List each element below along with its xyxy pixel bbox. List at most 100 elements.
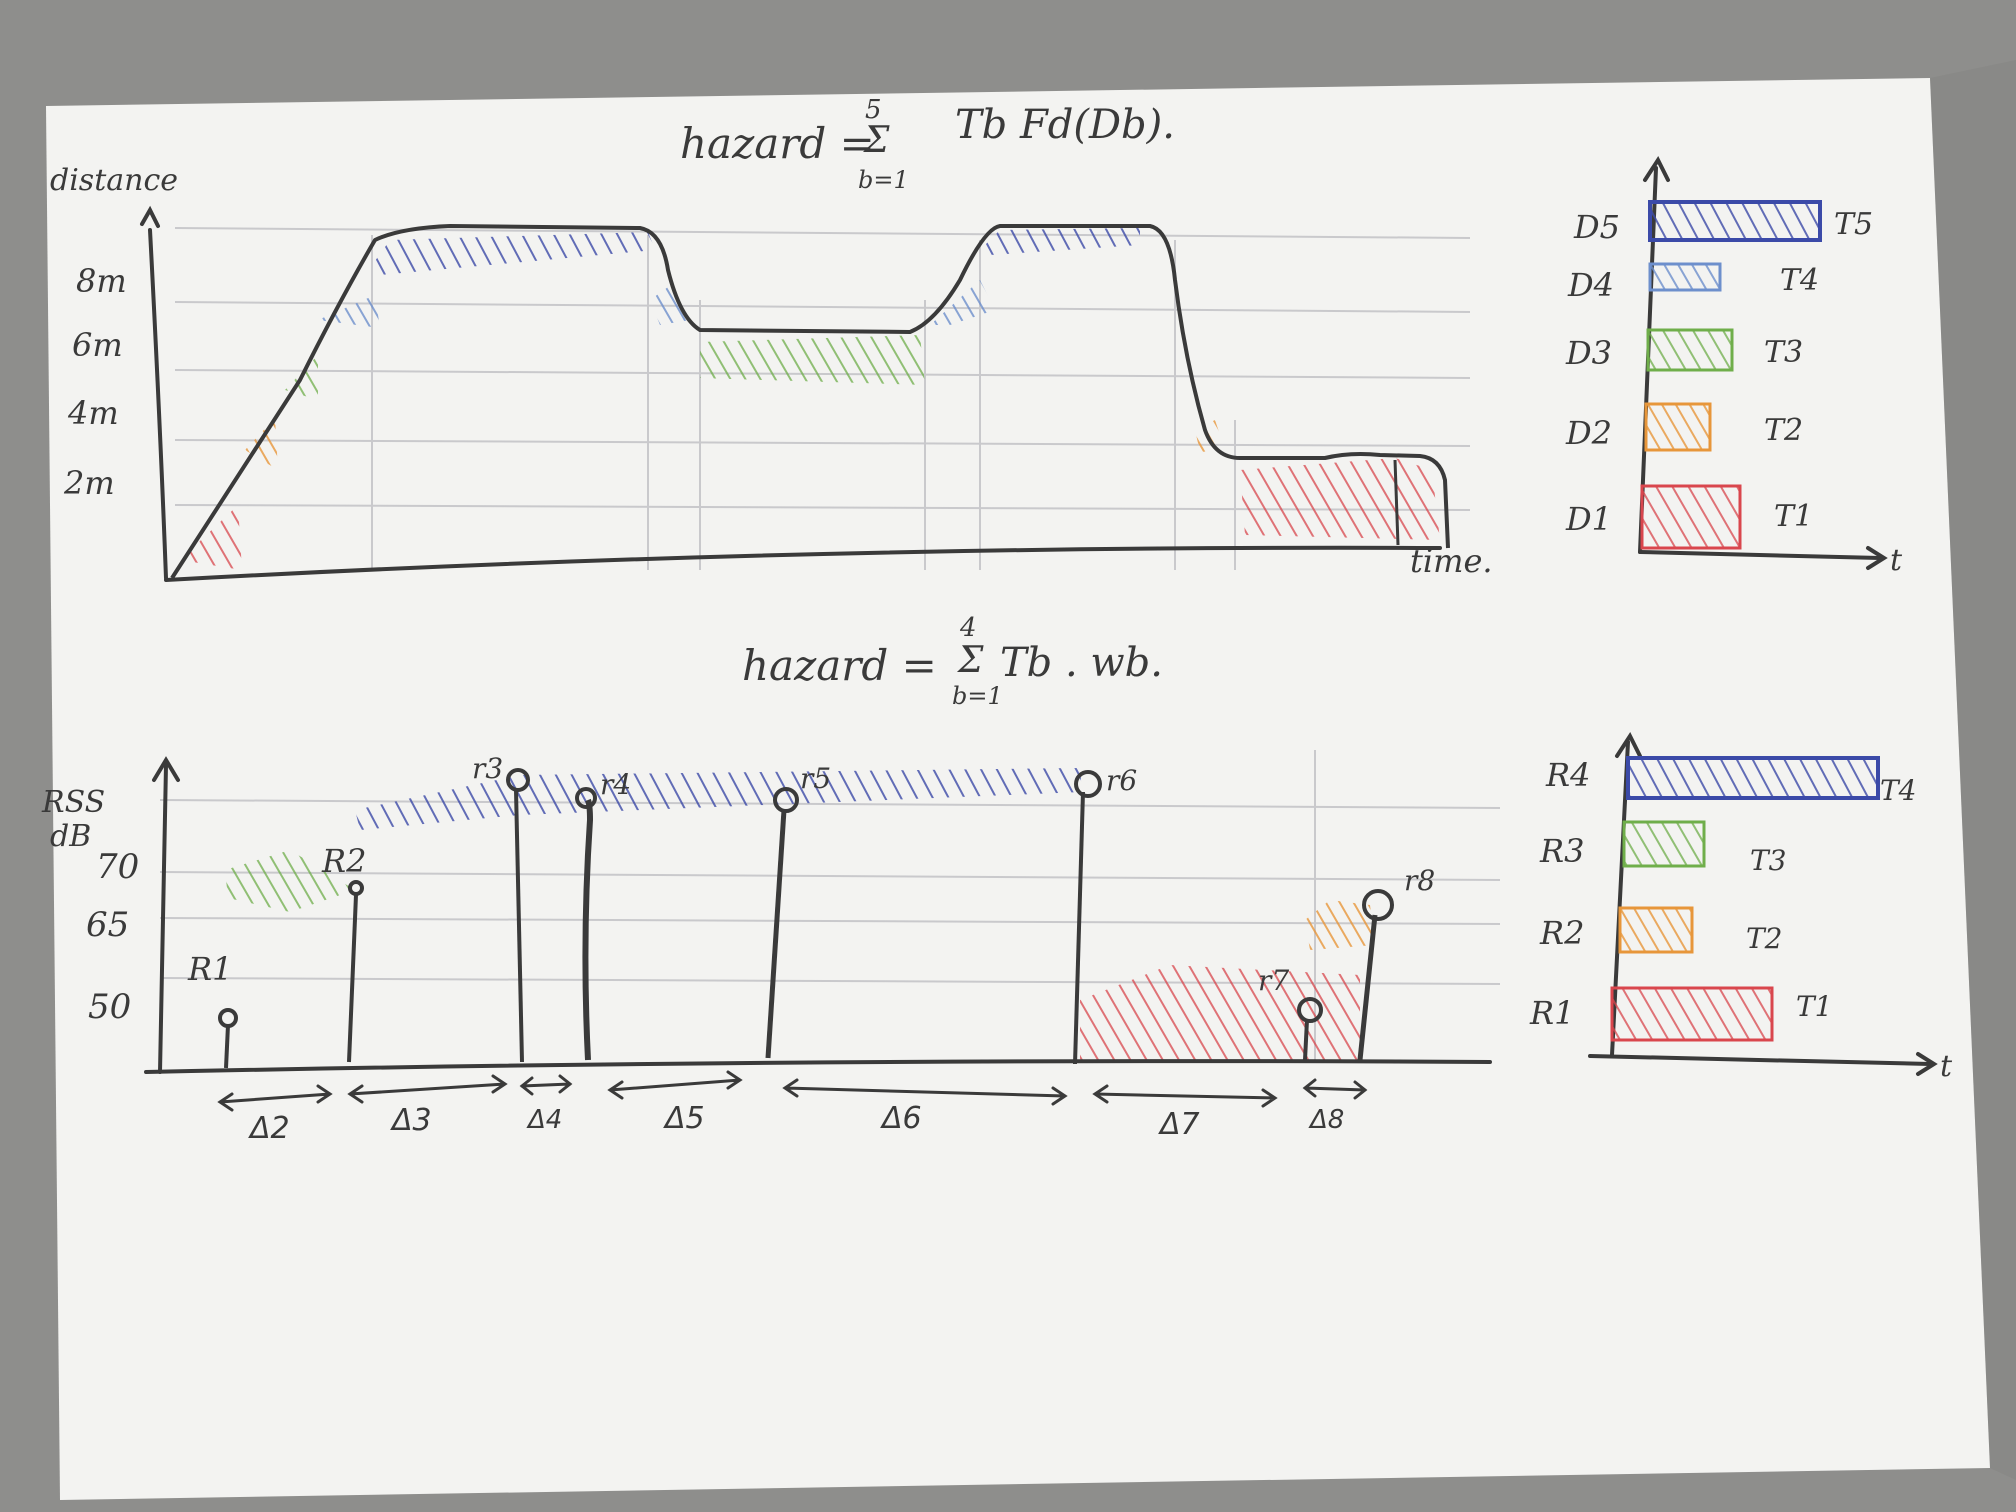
legend-bar-r2 <box>1618 906 1694 954</box>
bottom-legend-y-arrow <box>1615 731 1642 758</box>
reading-r4 <box>575 787 597 1061</box>
bottom-formula-sigma: Σ <box>956 640 984 681</box>
top-tick-0: 8m <box>76 262 127 300</box>
legend-bar-r4 <box>1626 756 1880 800</box>
paper-shadow <box>1930 60 2016 1480</box>
legend-r3-label: R3 <box>1539 832 1584 870</box>
legend-t3-label: T3 <box>1764 335 1803 370</box>
bottom-y-arrow <box>152 756 180 782</box>
top-axes <box>140 205 1442 582</box>
top-diagram: hazard = 5 Σ b=1 Tb Fd(Db). distance tim… <box>50 95 1493 582</box>
reading-r5-label: r5 <box>800 762 831 795</box>
top-legend-axis-label: t <box>1890 543 1903 578</box>
zone-r4-band <box>355 768 1082 830</box>
reading-r7-label: r7 <box>1258 964 1289 997</box>
reading-r2-label: R2 <box>321 842 366 880</box>
legend-d4-label: D4 <box>1567 266 1614 304</box>
zone-d4-drop1 <box>650 282 690 325</box>
bottom-y-label-db: dB <box>50 819 91 854</box>
bottom-y-axis <box>158 763 168 1074</box>
zone-d5-plateau1 <box>370 232 655 275</box>
distance-curve <box>170 224 1450 580</box>
top-y-label: distance <box>50 163 178 198</box>
top-formula-sum-lower: b=1 <box>858 166 909 194</box>
legend-r-t3-label: T3 <box>1750 844 1787 877</box>
interval-label-5: Δ5 <box>663 1101 705 1136</box>
zone-d1-start <box>180 505 242 570</box>
zone-d4-rise2 <box>930 280 995 325</box>
interval-arrow-7 <box>1092 1084 1278 1108</box>
bottom-legend: R4 R3 R2 R1 T4 T3 T2 T1 t <box>1529 731 1953 1084</box>
legend-r-t2-label: T2 <box>1746 922 1783 955</box>
legend-r1-label: R1 <box>1529 994 1574 1032</box>
top-x-axis <box>164 545 1442 582</box>
reading-r8-label: r8 <box>1404 864 1435 897</box>
tail-marker <box>1393 459 1400 546</box>
legend-t5-label: T5 <box>1834 207 1873 242</box>
interval-arrow-4 <box>519 1074 573 1096</box>
bottom-formula-sum-upper: 4 <box>959 613 977 643</box>
legend-d1-label: D1 <box>1565 500 1612 538</box>
top-legend: D5 D4 D3 D2 D1 T5 T4 T3 T2 T1 t <box>1565 155 1903 578</box>
legend-bar-d4 <box>1648 262 1722 292</box>
legend-t4-label: T4 <box>1780 263 1819 298</box>
reading-r2 <box>347 880 364 1063</box>
zone-d1-tail <box>1240 458 1440 540</box>
top-tick-3: 2m <box>63 464 115 502</box>
top-formula-term: Tb Fd(Db). <box>955 102 1175 148</box>
interval-label-8: Δ8 <box>1308 1105 1344 1135</box>
interval-arrow-5 <box>607 1070 743 1100</box>
legend-bar-d2 <box>1644 402 1712 452</box>
top-tick-2: 4m <box>67 394 119 432</box>
top-formula-lhs: hazard = <box>680 119 875 168</box>
reading-r1-label: R1 <box>187 950 232 988</box>
top-formula-sigma: Σ <box>862 120 890 161</box>
reading-r3 <box>506 768 530 1063</box>
top-x-label: time. <box>1410 542 1493 580</box>
legend-r-t1-label: T1 <box>1796 990 1833 1023</box>
top-legend-x-axis <box>1638 550 1882 560</box>
legend-bar-d1 <box>1640 484 1742 550</box>
bottom-axes <box>144 756 1492 1074</box>
reading-r6 <box>1073 770 1102 1065</box>
interval-label-4: Δ4 <box>526 1105 562 1135</box>
legend-bar-r1 <box>1610 986 1774 1042</box>
interval-label-2: Δ2 <box>248 1111 290 1146</box>
interval-arrows <box>217 1070 1368 1112</box>
reading-r8 <box>1357 889 1394 1061</box>
zone-d2-start <box>245 418 278 470</box>
bottom-formula-term: Tb . wb. <box>1000 640 1163 686</box>
legend-bar-d3 <box>1646 328 1734 372</box>
reading-r1 <box>218 1008 238 1069</box>
top-legend-y-arrow <box>1643 155 1670 182</box>
bottom-legend-x-arrow <box>1916 1052 1938 1076</box>
legend-d2-label: D2 <box>1565 414 1612 452</box>
legend-d5-label: D5 <box>1573 208 1620 246</box>
legend-bar-d5 <box>1648 200 1822 242</box>
interval-arrow-3 <box>347 1074 508 1104</box>
legend-d3-label: D3 <box>1565 334 1612 372</box>
bottom-formula-sum-lower: b=1 <box>952 682 1003 710</box>
reading-r7 <box>1297 997 1323 1061</box>
interval-label-3: Δ3 <box>390 1103 432 1138</box>
bottom-x-axis <box>144 1059 1492 1074</box>
legend-r2-label: R2 <box>1539 914 1584 952</box>
zone-d5-plateau2 <box>980 228 1140 255</box>
bottom-hatched-zones <box>225 768 1375 1062</box>
zone-r3-start <box>225 850 355 912</box>
legend-r4-label: R4 <box>1545 756 1590 794</box>
bottom-diagram: hazard = 4 Σ b=1 Tb . wb. RSS dB 70 65 5… <box>41 613 1501 1146</box>
top-formula-sum-upper: 5 <box>865 95 882 125</box>
top-y-axis <box>148 228 168 580</box>
readings-stems <box>218 768 1394 1069</box>
interval-arrow-6 <box>782 1078 1068 1106</box>
bottom-legend-axis-label: t <box>1940 1049 1953 1084</box>
interval-arrow-8 <box>1302 1078 1368 1100</box>
interval-label-7: Δ7 <box>1158 1107 1200 1142</box>
legend-bar-r3 <box>1622 820 1706 868</box>
top-y-arrow <box>140 205 160 228</box>
bottom-tick-70: 70 <box>96 847 139 887</box>
bottom-y-label-rss: RSS <box>41 785 105 820</box>
top-tick-1: 6m <box>72 326 123 364</box>
legend-r-t4-label: T4 <box>1880 774 1917 807</box>
